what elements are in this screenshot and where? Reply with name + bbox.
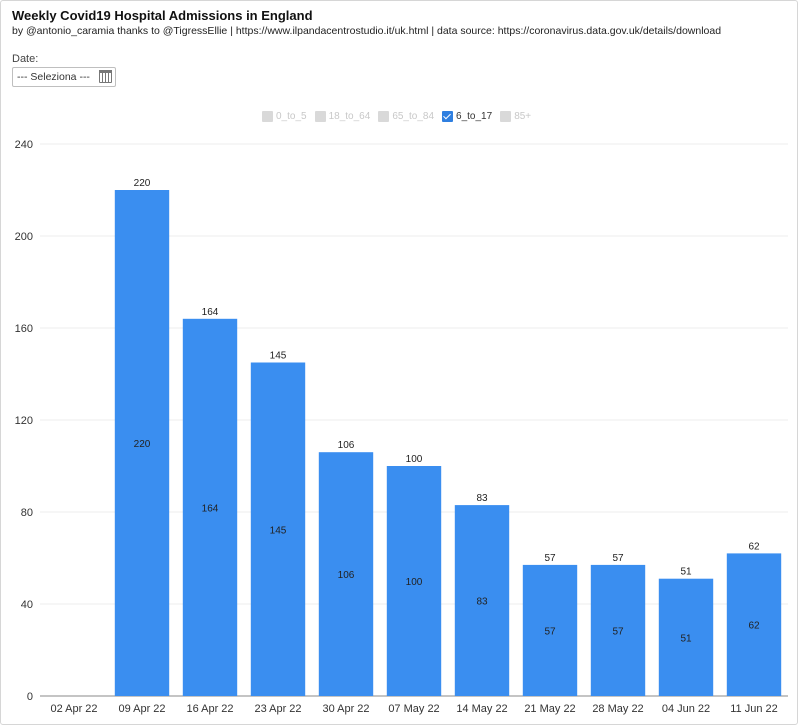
calendar-icon[interactable]	[99, 70, 112, 83]
bar-inner-value-label: 57	[612, 626, 624, 637]
bar[interactable]	[726, 553, 782, 696]
legend-item-6-to-17[interactable]: 6_to_17	[442, 109, 492, 123]
bar-inner-value-label: 57	[544, 626, 556, 637]
y-tick-label: 40	[21, 599, 33, 611]
bar-value-label: 145	[270, 351, 287, 362]
bar-inner-value-label: 83	[476, 597, 488, 608]
bar[interactable]	[658, 578, 714, 696]
legend: 0_to_5 18_to_64 65_to_84 6_to_17 85+	[262, 109, 531, 123]
x-tick-label: 02 Apr 22	[50, 703, 97, 715]
legend-label: 18_to_64	[328, 110, 371, 122]
date-filter-label: Date:	[12, 53, 39, 65]
checkbox-checked-icon[interactable]	[442, 110, 454, 122]
y-tick-label: 80	[21, 507, 33, 519]
bar-value-label: 57	[612, 553, 624, 564]
bar-inner-value-label: 164	[202, 503, 219, 514]
date-select[interactable]: --- Seleziona ---	[12, 67, 116, 87]
checkbox-unchecked-icon[interactable]	[500, 110, 512, 122]
legend-item-85-[interactable]: 85+	[500, 109, 531, 123]
y-tick-label: 120	[15, 415, 33, 427]
bar-value-label: 106	[338, 440, 355, 451]
x-tick-label: 07 May 22	[388, 703, 439, 715]
legend-item-0-to-5[interactable]: 0_to_5	[262, 109, 307, 123]
bar-value-label: 164	[202, 307, 219, 318]
bar[interactable]	[250, 362, 306, 697]
legend-item-65-to-84[interactable]: 65_to_84	[378, 109, 434, 123]
bar[interactable]	[386, 466, 442, 696]
date-select-value: --- Seleziona ---	[17, 71, 90, 83]
bar[interactable]	[590, 564, 646, 696]
y-tick-label: 200	[15, 231, 33, 243]
bar-inner-value-label: 51	[680, 633, 692, 644]
bar-inner-value-label: 100	[406, 577, 423, 588]
legend-item-18-to-64[interactable]: 18_to_64	[314, 109, 371, 123]
legend-label: 6_to_17	[456, 110, 493, 122]
bar[interactable]	[454, 505, 510, 696]
checkbox-unchecked-icon[interactable]	[262, 110, 273, 122]
bar-inner-value-label: 106	[338, 570, 355, 581]
bar-value-label: 100	[406, 454, 423, 465]
bar[interactable]	[114, 190, 170, 696]
bar-inner-value-label: 145	[270, 525, 287, 536]
chart-title: Weekly Covid19 Hospital Admissions in En…	[12, 8, 313, 23]
x-tick-label: 16 Apr 22	[186, 703, 233, 715]
x-tick-label: 21 May 22	[524, 703, 575, 715]
bar-value-label: 57	[544, 553, 556, 564]
y-tick-label: 0	[27, 691, 33, 703]
bar-value-label: 62	[748, 541, 760, 552]
bar[interactable]	[318, 452, 374, 696]
checkbox-unchecked-icon[interactable]	[314, 110, 326, 122]
x-tick-label: 28 May 22	[592, 703, 643, 715]
bar-value-label: 83	[476, 493, 488, 504]
legend-label: 65_to_84	[392, 110, 435, 122]
x-tick-label: 30 Apr 22	[322, 703, 369, 715]
x-tick-label: 23 Apr 22	[254, 703, 301, 715]
x-tick-label: 09 Apr 22	[118, 703, 165, 715]
bar[interactable]	[522, 564, 578, 696]
bar-value-label: 51	[680, 567, 692, 578]
x-tick-label: 11 Jun 22	[730, 703, 778, 715]
bar-inner-value-label: 62	[748, 621, 760, 632]
bar[interactable]	[182, 318, 238, 696]
bar-value-label: 220	[134, 178, 151, 189]
legend-label: 0_to_5	[276, 110, 307, 122]
bar-inner-value-label: 220	[134, 439, 151, 450]
legend-label: 85+	[514, 110, 532, 122]
chart-subtitle: by @antonio_caramia thanks to @TigressEl…	[12, 25, 722, 37]
x-tick-label: 14 May 22	[456, 703, 507, 715]
y-tick-label: 160	[15, 323, 33, 335]
checkbox-unchecked-icon[interactable]	[378, 110, 390, 122]
y-tick-label: 240	[15, 139, 33, 151]
x-tick-label: 04 Jun 22	[662, 703, 710, 715]
